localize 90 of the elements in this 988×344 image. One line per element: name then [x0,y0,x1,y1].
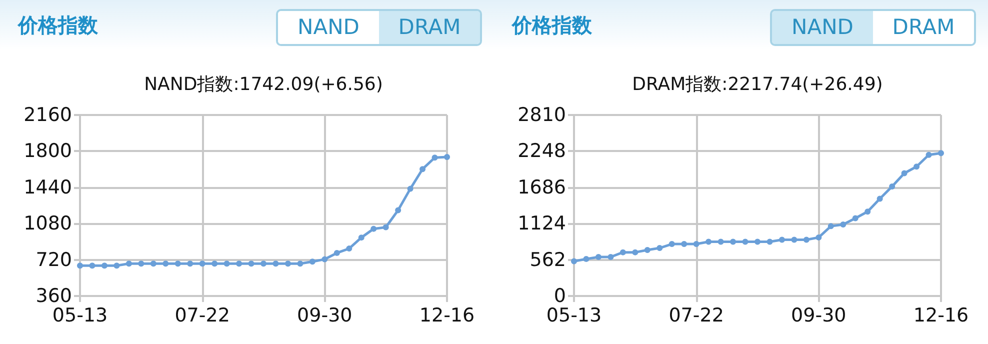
chart-title: 价格指数 [512,12,592,39]
text: NAND [772,11,873,44]
y-tick-label: 720 [36,248,72,271]
point [150,260,156,267]
y-tick-label: 1080 [24,212,72,235]
x-tick-label: 09-30 [297,304,352,326]
point [926,152,932,158]
y-tick-label: 0 [554,285,566,307]
chart-subtitle: NAND指数:1742.09(+6.56) [143,73,384,96]
point [77,262,83,269]
point [608,254,614,260]
y-tick-label: 2160 [24,104,72,126]
point [395,207,402,214]
x-tick-label: 07-22 [668,304,724,326]
point [248,260,254,267]
point [260,260,266,267]
text: DRAM [379,11,480,44]
y-tick-label: 2248 [518,140,566,162]
x-tick-label: 07-22 [174,304,230,326]
x-tick-label: 09-30 [791,304,846,326]
y-tick-label: 1124 [518,212,566,235]
point [126,260,132,267]
point [730,238,736,245]
y-tick-label: 1686 [518,176,566,198]
point [791,236,798,243]
point [583,256,590,262]
point [828,223,834,230]
point [852,215,858,222]
y-tick-label: 1800 [24,140,72,162]
point [742,238,748,245]
text: DRAM [873,11,974,44]
point [334,250,340,256]
point [236,260,242,267]
point [370,226,377,232]
point [322,256,328,262]
point [358,234,364,241]
point [407,186,414,192]
point [754,238,760,245]
point [803,236,810,243]
point [444,154,450,160]
point [199,260,206,267]
point [938,150,944,156]
point [901,170,908,176]
y-tick-label: 562 [530,248,566,271]
point [620,249,626,256]
point [571,258,577,264]
point [174,260,181,267]
point [595,254,602,260]
point [864,208,871,215]
point [309,258,316,265]
point [840,222,846,228]
point [706,238,712,245]
point [162,260,169,267]
point [778,236,785,243]
point [681,241,688,248]
point [632,249,638,256]
chart-subtitle: DRAM指数:2217.74(+26.49) [631,73,884,96]
x-tick-label: 05-13 [52,304,108,326]
point [644,247,650,254]
point [693,241,700,248]
x-tick-label: 12-16 [419,304,475,326]
point [272,260,279,267]
x-tick-label: 05-13 [546,304,602,326]
point [138,260,144,267]
chart-title: 价格指数 [18,12,98,39]
point [89,262,96,269]
point [876,196,883,202]
text: NAND [278,11,379,44]
point [187,260,194,267]
point [914,164,920,170]
point [382,224,389,230]
point [212,260,218,267]
y-tick-label: 2810 [518,104,566,126]
x-tick-label: 12-16 [913,304,969,326]
point [766,238,773,245]
point [668,241,675,248]
y-tick-label: 360 [36,285,72,307]
point [816,234,822,240]
point [346,246,352,252]
point [656,245,663,252]
point [718,238,724,245]
point [114,262,120,269]
point [432,154,438,161]
point [224,260,230,267]
point [889,184,896,190]
y-tick-label: 1440 [24,176,72,198]
point [101,262,108,269]
point [284,260,291,267]
point [297,260,304,267]
point [420,166,426,172]
